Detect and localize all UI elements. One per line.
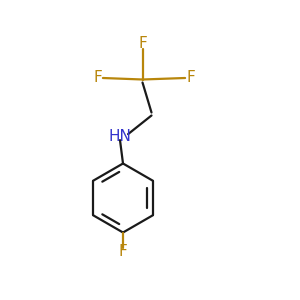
Text: F: F (93, 70, 102, 86)
Text: F: F (186, 70, 195, 86)
Text: HN: HN (109, 129, 131, 144)
Text: F: F (138, 36, 147, 51)
Text: F: F (118, 244, 127, 260)
